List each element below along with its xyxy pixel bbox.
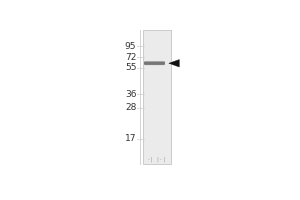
Text: 72: 72 [125, 53, 136, 62]
Text: 17: 17 [125, 134, 136, 143]
Polygon shape [169, 60, 179, 67]
Text: 28: 28 [125, 103, 136, 112]
Text: 95: 95 [125, 42, 136, 51]
Text: |-|: |-| [156, 157, 167, 162]
Text: 55: 55 [125, 63, 136, 72]
Text: -|: -| [147, 157, 154, 162]
Text: 36: 36 [125, 90, 136, 99]
Bar [143, 30, 171, 164]
